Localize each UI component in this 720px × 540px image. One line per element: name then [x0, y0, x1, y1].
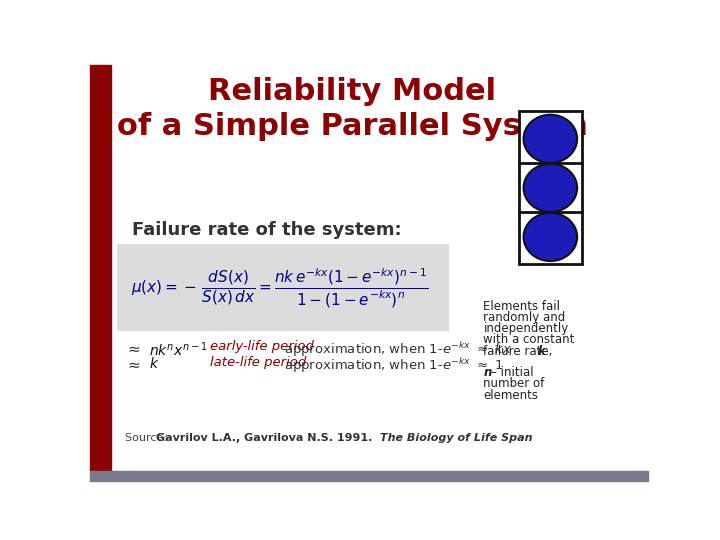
Text: n: n [483, 366, 492, 379]
Text: $\approx$: $\approx$ [125, 357, 141, 372]
Bar [519, 111, 582, 265]
Bar [90, 471, 648, 481]
Ellipse shape [523, 164, 577, 212]
Text: k: k [538, 345, 546, 357]
Text: $\approx$: $\approx$ [125, 341, 141, 356]
Text: Failure rate of the system:: Failure rate of the system: [132, 221, 402, 239]
Text: early-life period: early-life period [210, 341, 314, 354]
Text: approximation, when $1$-$e^{-kx}$ $\approx$ $kx$: approximation, when $1$-$e^{-kx}$ $\appr… [284, 341, 512, 360]
Text: – initial: – initial [491, 366, 534, 379]
Text: Reliability Model
of a Simple Parallel System: Reliability Model of a Simple Parallel S… [117, 77, 588, 141]
Ellipse shape [523, 213, 577, 261]
Text: Elements fail: Elements fail [483, 300, 560, 313]
Text: failure rate,: failure rate, [483, 345, 557, 357]
Text: The Biology of Life Span: The Biology of Life Span [380, 433, 533, 443]
Text: randomly and: randomly and [483, 311, 566, 324]
Bar [90, 65, 111, 471]
Ellipse shape [523, 114, 577, 163]
Text: Gavrilov L.A., Gavrilova N.S. 1991.: Gavrilov L.A., Gavrilova N.S. 1991. [156, 433, 376, 443]
Text: elements: elements [483, 389, 539, 402]
FancyBboxPatch shape [117, 244, 449, 331]
Text: approximation, when $1$-$e^{-kx}$ $\approx$ $1$: approximation, when $1$-$e^{-kx}$ $\appr… [284, 356, 504, 375]
Text: late-life period: late-life period [210, 356, 306, 369]
Text: $\mu( x) = -\,\dfrac{dS( x)}{S( x)\,dx} = \dfrac{nk\,e^{-kx}(1-e^{-kx})^{n-1}}{1: $\mu( x) = -\,\dfrac{dS( x)}{S( x)\,dx} … [131, 267, 428, 309]
Text: number of: number of [483, 377, 544, 390]
Text: independently: independently [483, 322, 569, 335]
Text: Source:: Source: [125, 433, 171, 443]
Text: $\bf{\mathit{k}}$: $\bf{\mathit{k}}$ [148, 356, 159, 371]
Text: $\bf{\mathit{nk^n x^{n-1}}}$: $\bf{\mathit{nk^n x^{n-1}}}$ [148, 341, 207, 359]
Text: with a constant: with a constant [483, 333, 575, 346]
